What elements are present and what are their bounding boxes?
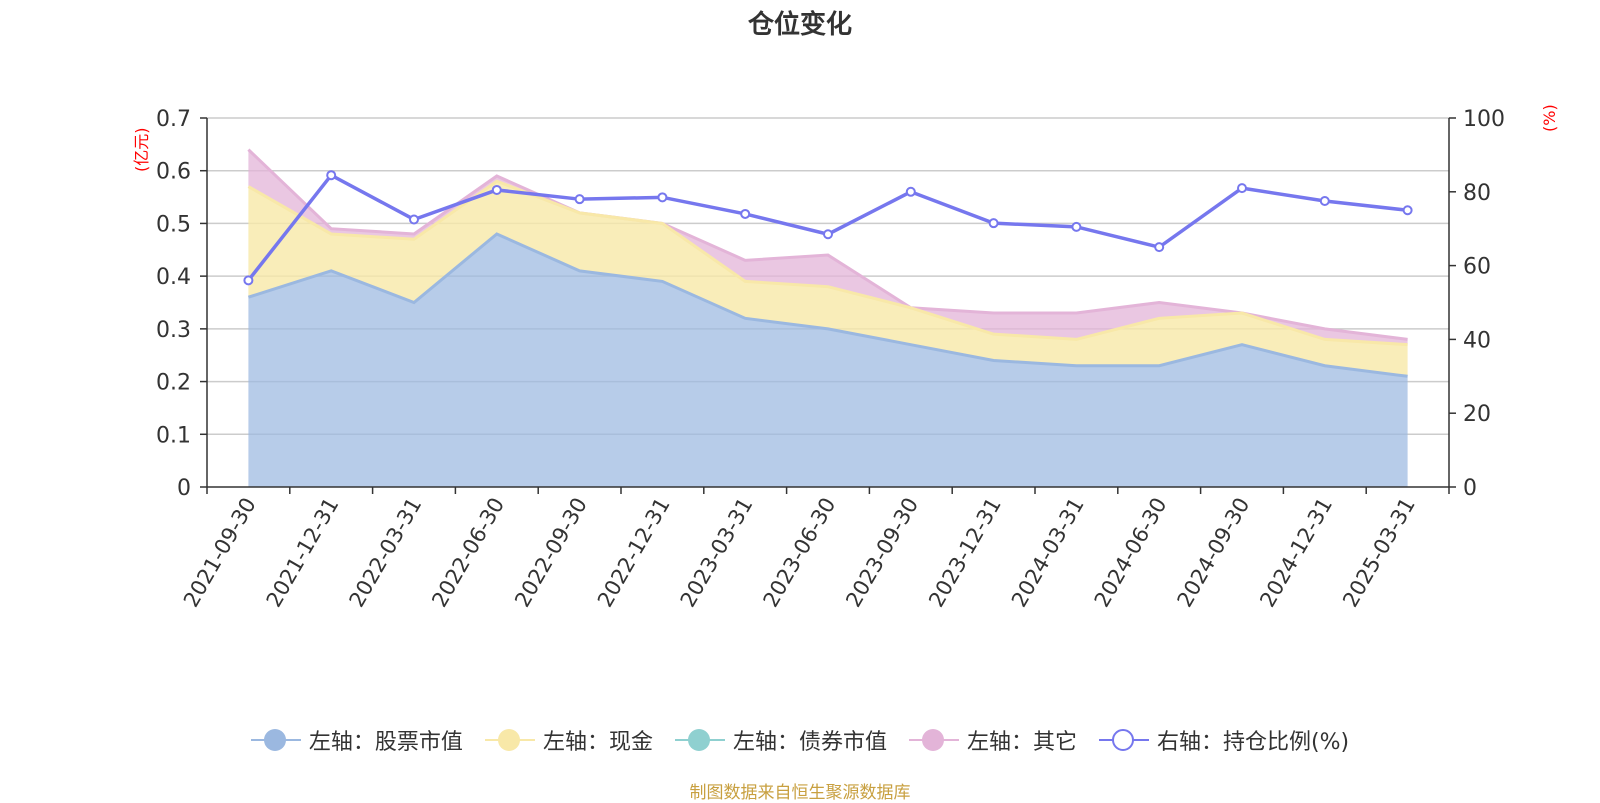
legend-label-cash: 左轴：现金: [542, 730, 653, 755]
right-tick-label: 60: [1463, 255, 1491, 280]
area-other: [248, 149, 1408, 345]
area-stock: [248, 233, 1408, 487]
ratio-point: [1319, 196, 1330, 207]
legend-item-stock[interactable]: 左轴：股票市值: [250, 724, 463, 756]
right-tick-label: 40: [1463, 328, 1491, 353]
legend: 左轴：股票市值 左轴：现金 左轴：债券市值 左轴：其它 右轴：持仓比例(%): [0, 724, 1600, 756]
x-tick-label: 2024-06-30: [1090, 494, 1172, 612]
x-tick-label: 2022-03-31: [345, 494, 427, 612]
x-tick-label: 2022-06-30: [427, 494, 509, 612]
left-tick-label: 0.4: [156, 265, 191, 290]
legend-item-ratio[interactable]: 右轴：持仓比例(%): [1098, 724, 1350, 756]
line-cash: [247, 179, 1408, 347]
legend-label-other: 左轴：其它: [966, 730, 1077, 755]
data-source-note: 制图数据来自恒生聚源数据库: [689, 783, 911, 803]
chart-title: 仓位变化: [747, 10, 852, 40]
ratio-point: [574, 194, 585, 205]
filled-circle-icon: [674, 728, 725, 752]
legend-label-stock: 左轴：股票市值: [308, 730, 463, 755]
ratio-point: [1154, 242, 1165, 253]
left-tick-label: 0.1: [156, 423, 191, 448]
legend-dot: [263, 729, 286, 751]
left-tick-label: 0.5: [156, 212, 191, 237]
right-tick-label: 0: [1463, 476, 1477, 501]
legend-label-ratio: 右轴：持仓比例(%): [1156, 730, 1350, 755]
ratio-point: [409, 214, 419, 225]
x-tick-label: 2022-12-31: [593, 494, 675, 612]
ratio-point: [1237, 183, 1247, 194]
area-cash: [248, 181, 1408, 377]
x-tick-label: 2024-03-31: [1007, 494, 1089, 612]
left-tick-label: 0: [177, 476, 191, 501]
right-tick-label: 20: [1463, 402, 1491, 427]
filled-circle-icon: [250, 728, 301, 752]
ratio-point: [491, 184, 502, 195]
line-stock: [247, 232, 1408, 378]
x-tick-label: 2025-03-31: [1338, 494, 1420, 612]
x-tick-label: 2022-09-30: [510, 494, 592, 612]
legend-label-bond: 左轴：债券市值: [732, 730, 887, 755]
x-tick-label: 2024-12-31: [1255, 494, 1337, 612]
ratio-point: [243, 275, 254, 286]
legend-item-bond[interactable]: 左轴：债券市值: [674, 724, 887, 756]
ratio-point: [1071, 221, 1082, 232]
line-other: [247, 148, 1408, 341]
ratio-point: [740, 208, 751, 219]
legend-dot: [687, 729, 710, 751]
x-tick-label: 2021-09-30: [179, 494, 261, 612]
ratio-point: [988, 218, 999, 229]
left-tick-label: 0.3: [156, 318, 191, 343]
legend-item-other[interactable]: 左轴：其它: [908, 724, 1077, 756]
x-tick-label: 2023-06-30: [759, 494, 841, 612]
ratio-point: [1402, 205, 1413, 216]
x-tick-label: 2024-09-30: [1173, 494, 1255, 612]
right-tick-label: 80: [1463, 181, 1491, 206]
ratio-point: [657, 192, 668, 203]
left-tick-label: 0.7: [156, 107, 191, 132]
x-tick-label: 2023-09-30: [841, 494, 923, 612]
x-tick-label: 2021-12-31: [262, 494, 344, 612]
legend-item-cash[interactable]: 左轴：现金: [484, 724, 653, 756]
filled-circle-icon: [484, 728, 535, 752]
ratio-point: [823, 229, 833, 240]
legend-dot: [497, 729, 520, 751]
left-tick-label: 0.2: [156, 371, 191, 396]
filled-circle-icon: [908, 728, 959, 752]
ratio-point: [905, 186, 916, 197]
left-tick-label: 0.6: [156, 160, 191, 185]
x-tick-label: 2023-12-31: [924, 494, 1006, 612]
right-tick-label: 100: [1463, 107, 1505, 132]
legend-dot: [1111, 729, 1134, 751]
ratio-point: [326, 170, 337, 181]
hollow-circle-icon: [1098, 728, 1149, 752]
x-tick-label: 2023-03-31: [676, 494, 758, 612]
legend-dot: [921, 729, 944, 751]
